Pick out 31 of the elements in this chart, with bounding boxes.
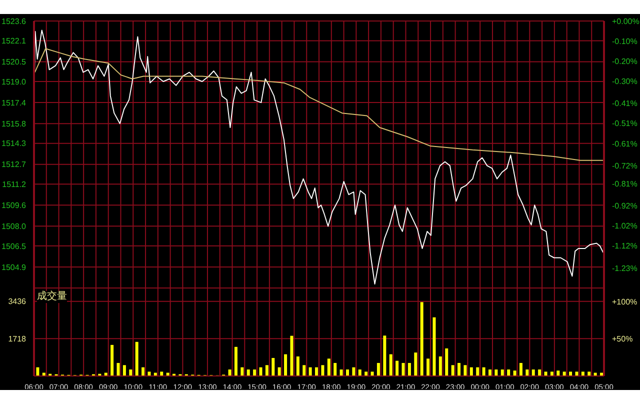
y-tick-label: 1520.5 — [2, 58, 27, 67]
chart-title: 成交量 — [37, 291, 67, 303]
y2-tick-label: -0.72% — [612, 161, 638, 170]
y2-tick-label: -0.81% — [612, 179, 638, 188]
y2-tick-label: -1.23% — [612, 264, 638, 273]
y2-tick-label: -0.10% — [612, 36, 638, 46]
y2-tick-label: +50% — [612, 334, 633, 344]
y-tick-label: 1508.0 — [2, 222, 27, 232]
y-tick-label: 1522.1 — [2, 36, 27, 46]
y-tick-label: 1517.4 — [2, 98, 27, 108]
y-tick-label: 1512.7 — [2, 160, 27, 170]
y2-tick-label: -0.92% — [612, 202, 638, 211]
y2-tick-label: -0.30% — [612, 77, 638, 86]
y-tick-label: 1511.2 — [2, 180, 27, 189]
y-tick-label: 1519.0 — [2, 77, 27, 86]
y2-tick-label: -0.20% — [612, 56, 638, 66]
y2-tick-label: -1.02% — [612, 222, 638, 231]
y-tick-label: 1506.5 — [2, 242, 27, 251]
y2-tick-label: -0.61% — [612, 139, 638, 148]
y-tick-label: 1523.6 — [2, 16, 27, 26]
y2-tick-label: -1.12% — [612, 242, 638, 251]
y-tick-label: 1514.3 — [2, 139, 27, 148]
y-tick-label: 1504.9 — [2, 262, 27, 272]
y2-tick-label: -0.51% — [612, 119, 638, 128]
y-tick-label: 3436 — [8, 297, 27, 306]
y2-tick-label: -0.41% — [612, 99, 638, 108]
y2-tick-label: +100% — [612, 297, 638, 306]
y-tick-label: 1509.6 — [2, 200, 27, 210]
y2-tick-label: +0.00% — [612, 16, 640, 26]
y-tick-label: 1718 — [8, 334, 27, 344]
y-tick-label: 1515.8 — [2, 119, 27, 128]
